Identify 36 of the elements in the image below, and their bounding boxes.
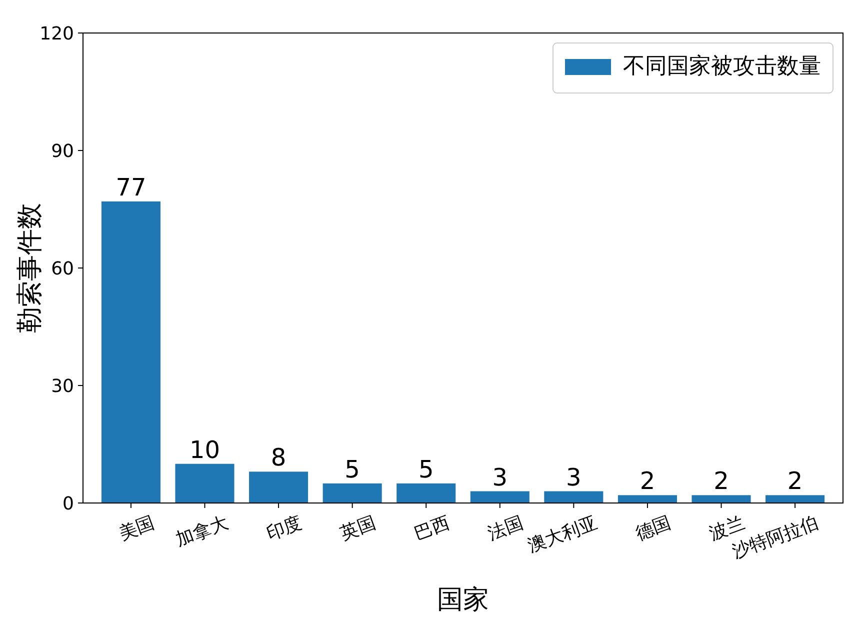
x-axis-title: 国家 xyxy=(437,585,489,615)
y-tick-label: 90 xyxy=(51,140,74,162)
x-tick-label: 德国 xyxy=(632,512,674,544)
legend-label: 不同国家被攻击数量 xyxy=(623,54,821,79)
x-tick-label: 法国 xyxy=(485,512,526,544)
x-tick-label: 加拿大 xyxy=(173,512,232,551)
bar xyxy=(766,495,825,503)
bar xyxy=(101,201,160,503)
bar xyxy=(692,495,751,503)
y-tick-label: 60 xyxy=(51,258,74,280)
data-label: 5 xyxy=(418,455,434,484)
bar xyxy=(249,472,308,503)
y-tick-label: 30 xyxy=(51,376,74,397)
bar xyxy=(322,483,382,503)
bar xyxy=(175,464,234,503)
x-tick-label: 英国 xyxy=(338,512,379,544)
x-tick-label: 美国 xyxy=(116,512,158,544)
bar xyxy=(396,483,456,503)
data-label: 2 xyxy=(640,467,656,496)
bar xyxy=(618,495,677,503)
data-label: 10 xyxy=(189,436,220,464)
data-label: 3 xyxy=(566,463,582,492)
data-label: 8 xyxy=(270,444,286,472)
data-label: 77 xyxy=(116,173,146,202)
x-tick-label: 印度 xyxy=(264,512,305,544)
bar xyxy=(470,491,530,503)
data-label: 3 xyxy=(492,463,508,492)
x-tick-label: 澳大利亚 xyxy=(525,512,600,557)
data-label: 2 xyxy=(714,467,729,496)
data-label: 5 xyxy=(344,455,360,484)
y-axis-title: 勒索事件数 xyxy=(15,203,45,333)
data-label: 2 xyxy=(787,467,803,496)
bar xyxy=(544,491,604,503)
y-tick-label: 120 xyxy=(40,23,74,44)
y-tick-label: 0 xyxy=(62,493,74,514)
x-tick-label: 巴西 xyxy=(411,512,452,544)
